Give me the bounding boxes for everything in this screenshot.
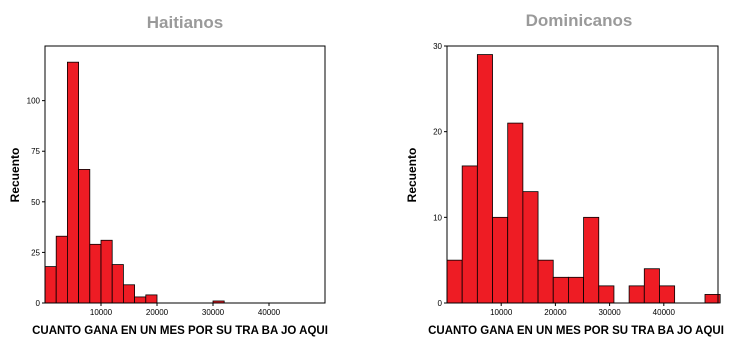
chart-title: Dominicanos (526, 11, 633, 30)
histogram-bar (628, 285, 645, 304)
y-tick-label: 0 (438, 299, 443, 308)
histogram-bar (643, 268, 660, 304)
histogram-bar (522, 191, 539, 304)
histogram-bar (446, 259, 463, 304)
x-tick-label: 40000 (653, 308, 676, 317)
y-axis-label: Recuento (8, 148, 22, 203)
y-tick-label: 10 (433, 213, 442, 222)
histogram-bar (492, 216, 509, 304)
plot-frame (446, 45, 719, 304)
x-axis-label: CUANTO GANA EN UN MES POR SU TRA BA JO A… (32, 325, 328, 337)
chart-title: Haitianos (147, 13, 224, 32)
histogram-bar (44, 266, 57, 304)
histogram-bar (583, 216, 600, 304)
x-tick-label: 30000 (202, 308, 225, 317)
histogram-bar (598, 285, 615, 304)
histogram-bar (111, 264, 124, 304)
x-tick-label: 20000 (146, 308, 169, 317)
y-tick-label: 25 (31, 248, 40, 257)
histogram-bar (100, 239, 113, 304)
histogram-bar (476, 54, 493, 304)
plot-frame (44, 45, 326, 304)
histogram-bar (461, 165, 478, 304)
y-tick-label: 50 (31, 198, 40, 207)
y-axis-label: Recuento (405, 148, 419, 203)
histogram-bar (537, 259, 554, 304)
y-tick-label: 20 (433, 128, 442, 137)
x-tick-label: 30000 (598, 308, 621, 317)
histogram-bar (67, 61, 80, 304)
histogram-bar (78, 169, 91, 304)
x-tick-label: 10000 (490, 308, 513, 317)
histogram-bar (145, 294, 158, 304)
y-tick-label: 0 (36, 299, 41, 308)
y-tick-label: 75 (31, 147, 40, 156)
x-tick-label: 10000 (90, 308, 113, 317)
x-tick-label: 40000 (258, 308, 281, 317)
histogram-bar (55, 235, 68, 304)
histogram-bar (507, 122, 524, 304)
histogram-bar (659, 285, 676, 304)
y-tick-label: 30 (433, 42, 442, 51)
x-tick-label: 20000 (544, 308, 567, 317)
histogram-bar (89, 243, 102, 304)
histogram-bar (123, 284, 136, 304)
y-tick-label: 100 (27, 97, 41, 106)
histogram-bar (134, 296, 147, 304)
histogram-bar (568, 276, 584, 304)
x-axis-label: CUANTO GANA EN UN MES POR SU TRA BA JO A… (428, 325, 724, 337)
histogram-bar (552, 276, 569, 304)
